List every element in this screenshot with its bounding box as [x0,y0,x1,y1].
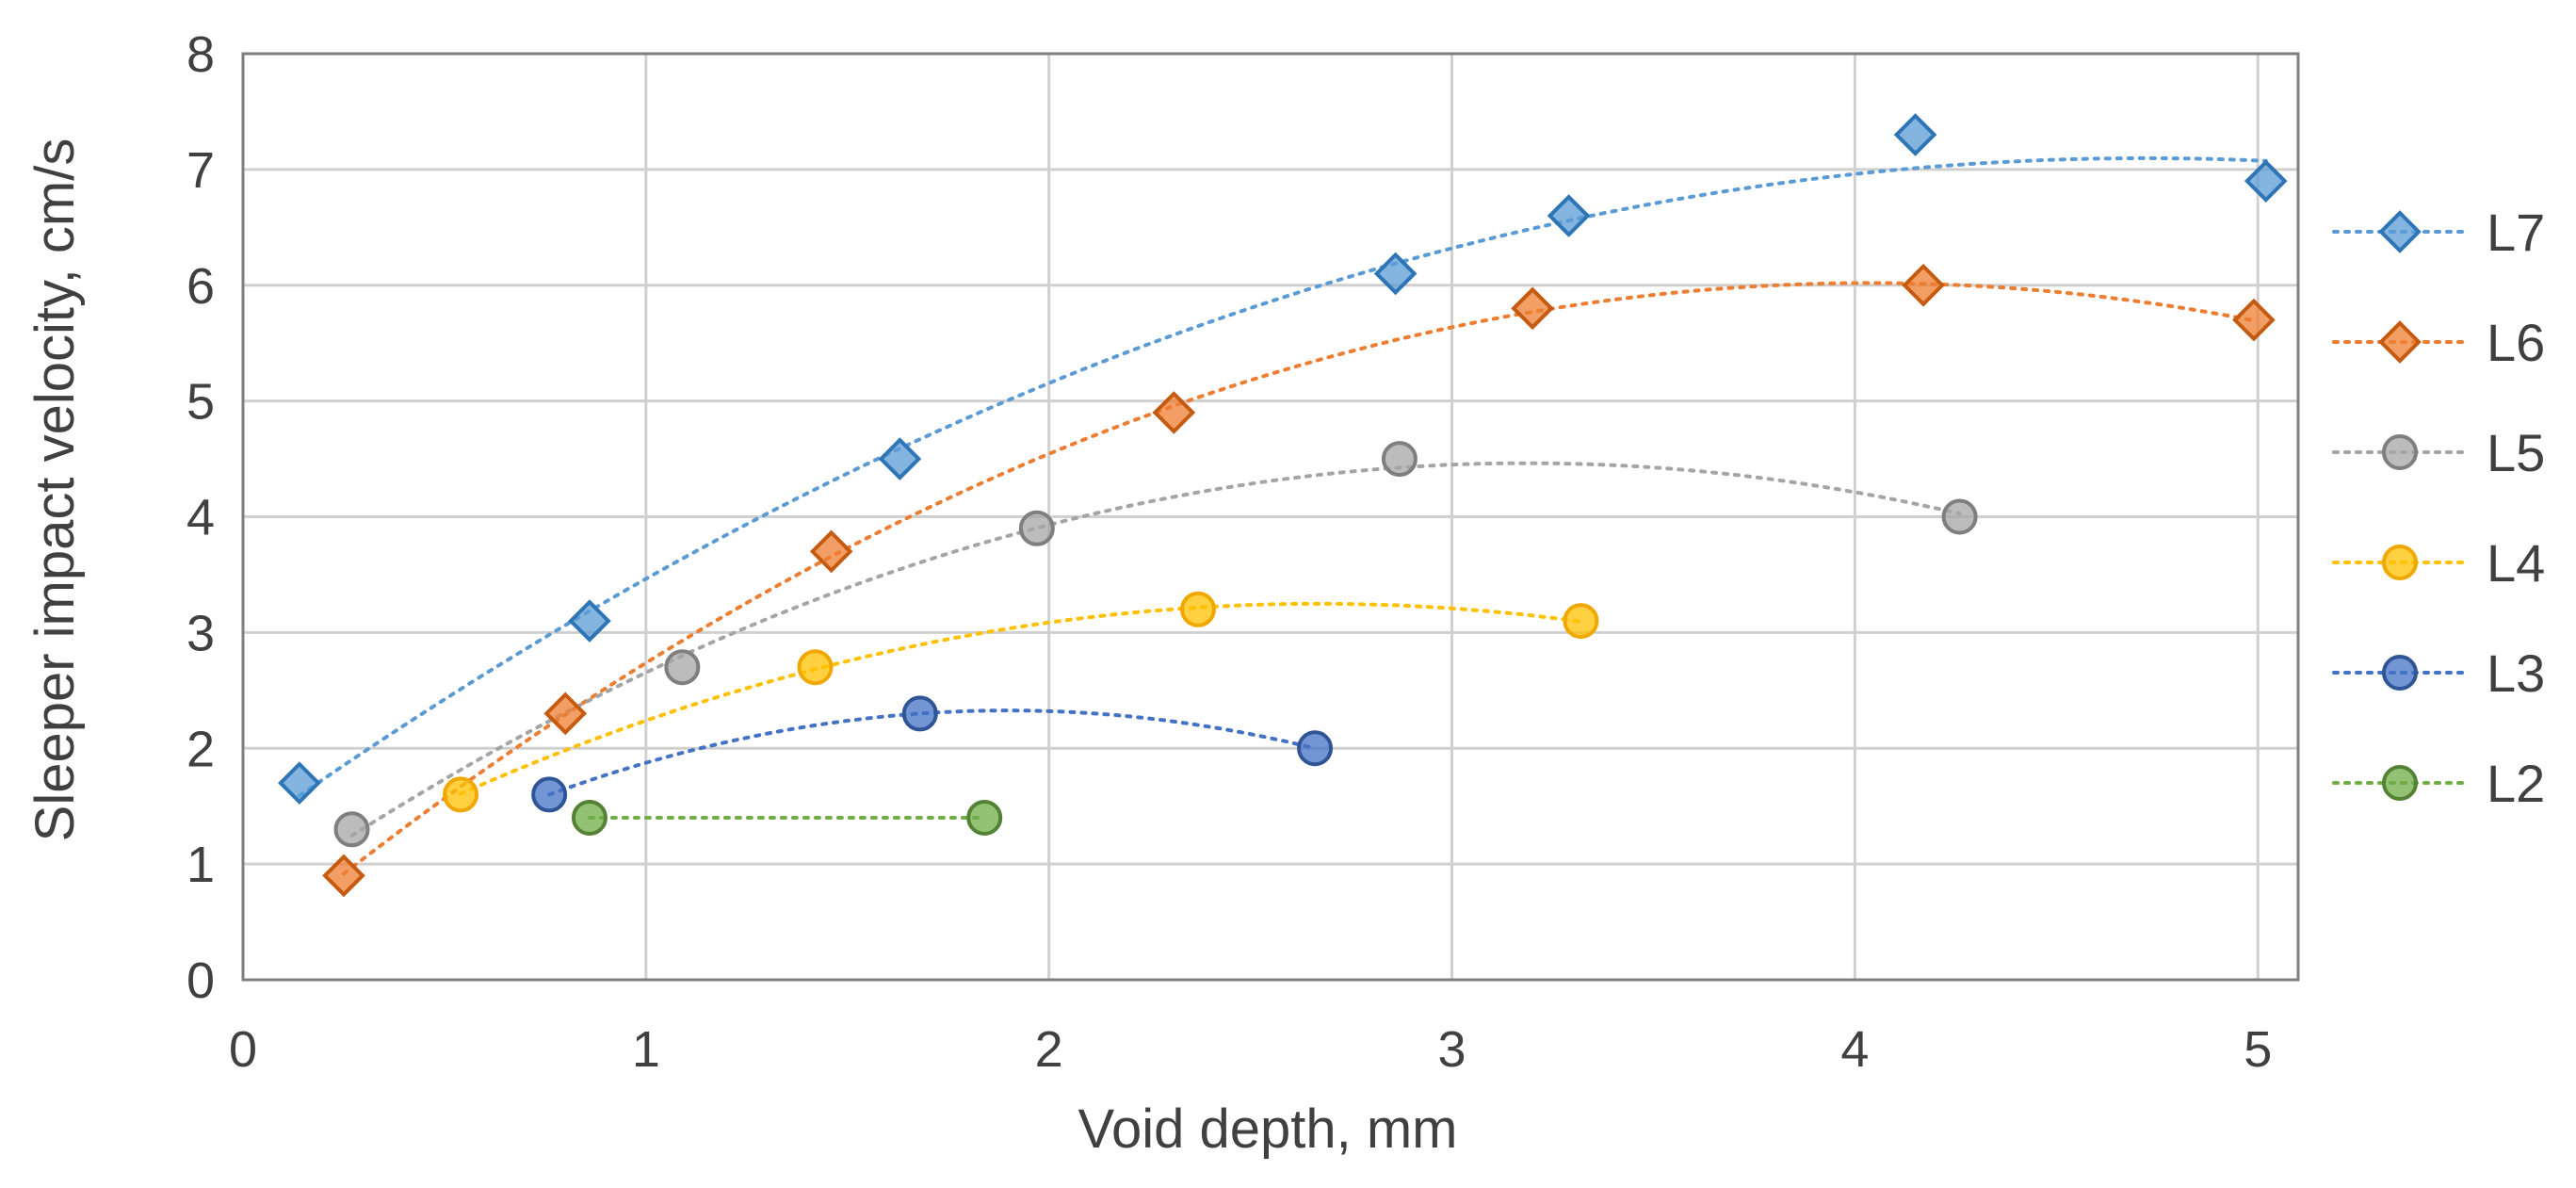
data-point-l6 [1902,263,1945,307]
legend-marker-l5 [2382,434,2418,470]
data-point-l6 [809,529,853,574]
legend-marker-l4 [2382,545,2418,580]
legend-label-l7: L7 [2487,203,2545,262]
legend-label-l6: L6 [2487,313,2545,372]
gridlines [241,52,2298,982]
data-point-l7 [2244,159,2288,203]
y-tick-label: 2 [186,721,215,777]
data-point-l4 [443,776,479,813]
y-axis-title: Sleeper impact velocity, cm/s [24,138,86,842]
data-point-l7 [278,761,321,805]
legend-marker-l3 [2382,655,2418,691]
tick-labels: 0 1 2 3 4 5 6 7 8 0 1 2 3 4 5 [186,26,2272,1078]
data-point-l2 [966,799,1003,836]
data-point-l5 [1941,498,1978,535]
data-point-l7 [1373,252,1418,296]
data-point-l7 [1547,194,1591,237]
y-tick-label: 4 [186,490,215,546]
x-tick-label: 1 [632,1021,660,1078]
y-tick-label: 1 [186,837,215,893]
x-tick-label: 5 [2244,1021,2272,1078]
data-point-l4 [797,649,834,686]
data-point-l5 [333,811,370,848]
legend-marker-l2 [2382,765,2418,801]
y-tick-label: 0 [186,952,215,1009]
data-point-l5 [1018,510,1055,546]
y-tick-label: 6 [186,258,215,315]
data-point-l6 [2232,298,2276,342]
data-point-l3 [1297,730,1334,767]
x-tick-label: 0 [229,1021,257,1078]
trendline-l4 [459,601,1583,796]
x-axis-title: Void depth, mm [1078,1098,1458,1160]
legend-label-l2: L2 [2487,754,2545,813]
legend-label-l4: L4 [2487,533,2545,593]
data-point-l6 [1152,391,1196,434]
data-point-l6 [1511,286,1554,331]
legend-label-l3: L3 [2487,643,2545,703]
x-tick-label: 4 [1840,1021,1869,1078]
trendline-l5 [349,461,1962,838]
plot-area-border [241,52,2300,982]
y-tick-label: 7 [186,142,215,199]
y-tick-label: 8 [186,26,215,83]
x-tick-label: 3 [1438,1021,1466,1078]
legend-marker-l7 [2378,210,2422,253]
y-tick-label: 3 [186,605,215,661]
data-point-l5 [1381,441,1418,478]
x-tick-label: 2 [1035,1021,1063,1078]
data-point-l4 [1563,603,1599,640]
data-point-l6 [543,692,588,736]
data-point-l7 [878,437,922,480]
data-point-l7 [1893,113,1937,156]
data-markers [278,113,2288,898]
data-point-l2 [571,799,608,836]
trendline-l3 [547,708,1318,797]
legend: L7 L6 L5 L4 L3 L2 [2332,203,2545,813]
legend-marker-l6 [2378,320,2422,364]
data-point-l5 [664,649,701,686]
data-point-l6 [322,854,365,898]
data-point-l3 [531,776,568,813]
data-point-l3 [901,695,938,732]
data-point-l4 [1179,591,1216,627]
data-point-l7 [568,599,611,643]
trendline-l7 [297,155,2268,798]
legend-label-l5: L5 [2487,423,2545,482]
y-tick-label: 5 [186,374,215,431]
